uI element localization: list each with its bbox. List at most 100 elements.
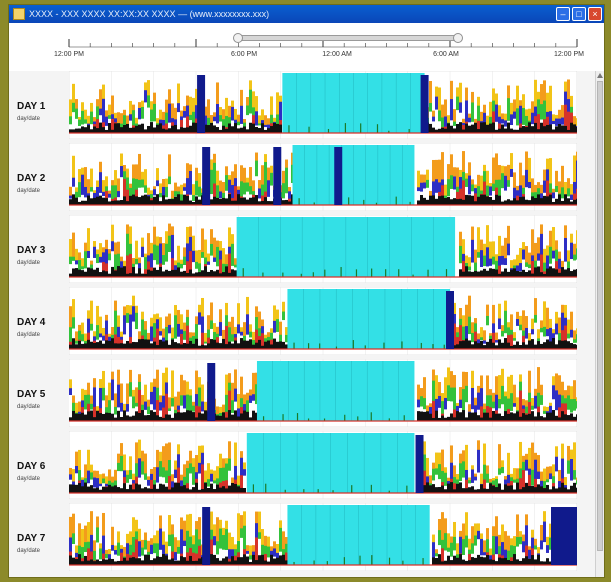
activity-bar [96, 542, 99, 565]
activity-bar [195, 324, 198, 349]
activity-bar [192, 466, 195, 493]
activity-bar [81, 110, 84, 133]
activity-bar [513, 268, 516, 277]
activity-bar [486, 539, 489, 565]
activity-bar [564, 261, 567, 277]
activity-bar [516, 397, 519, 421]
activity-bar [75, 413, 78, 421]
activity-bar [438, 196, 441, 205]
time-label: 12:00 AM [322, 51, 352, 58]
activity-bar [198, 545, 201, 565]
vertical-scrollbar[interactable] [595, 71, 604, 577]
activity-bar [198, 263, 201, 277]
activity-bar [447, 483, 450, 493]
activity-bar [117, 112, 120, 133]
activity-bar [126, 322, 129, 349]
activity-bar [507, 199, 510, 205]
activity-bar [255, 126, 258, 133]
activity-bar [468, 560, 471, 565]
activity-bar [174, 396, 177, 421]
activity-bar [576, 414, 577, 421]
activity-bar [261, 123, 264, 133]
activity-bar [435, 410, 438, 421]
activity-bar [453, 128, 456, 133]
activity-bar [426, 482, 429, 493]
maximize-button[interactable]: □ [572, 7, 586, 21]
activity-bar [225, 190, 228, 205]
activity-bar [237, 128, 240, 133]
activity-bar [252, 410, 255, 421]
day-activity-chart[interactable] [69, 215, 577, 283]
activity-bar [474, 480, 477, 493]
activity-bar [576, 259, 577, 277]
day-activity-chart[interactable] [69, 503, 577, 571]
activity-bar [564, 125, 567, 133]
day-activity-chart[interactable] [69, 359, 577, 427]
activity-bar [495, 487, 498, 493]
activity-bar [486, 341, 489, 349]
activity-bar [231, 316, 234, 349]
activity-bar [102, 400, 105, 421]
activity-bar [75, 331, 78, 349]
minimize-button[interactable]: – [556, 7, 570, 21]
activity-bar [111, 185, 114, 205]
activity-bar [96, 410, 99, 421]
close-button[interactable]: × [588, 7, 602, 21]
activity-bar [126, 255, 129, 277]
activity-bar [504, 237, 507, 277]
scroll-up-icon[interactable] [597, 73, 603, 78]
activity-bar [528, 402, 531, 421]
activity-bar [285, 167, 288, 205]
day-activity-chart[interactable] [69, 143, 577, 211]
scrollbar-thumb[interactable] [597, 81, 603, 551]
activity-bar [117, 555, 120, 565]
activity-bar [534, 478, 537, 493]
activity-bar [78, 269, 81, 277]
range-end-knob[interactable] [453, 33, 463, 43]
activity-bar [111, 266, 114, 277]
day-activity-chart[interactable] [69, 71, 577, 139]
activity-bar [546, 412, 549, 421]
activity-bar [231, 482, 234, 493]
activity-bar [99, 340, 102, 349]
activity-bar [468, 271, 471, 277]
activity-bar [213, 237, 216, 277]
activity-bar [174, 482, 177, 493]
activity-bar [117, 253, 120, 277]
activity-bar [255, 195, 258, 205]
activity-bar [87, 125, 90, 133]
activity-bar [135, 539, 138, 565]
time-range-handle[interactable] [233, 33, 463, 43]
activity-bar [573, 193, 576, 205]
activity-bar [231, 556, 234, 565]
day-activity-chart[interactable] [69, 431, 577, 499]
activity-bar [99, 172, 102, 205]
activity-bar [438, 554, 441, 565]
activity-bar [186, 116, 189, 133]
activity-bar [141, 123, 144, 133]
activity-bar [168, 414, 171, 421]
activity-bar [468, 487, 471, 493]
activity-bar [276, 92, 279, 133]
activity-bar [504, 557, 507, 565]
activity-bar [555, 118, 558, 133]
app-window: XXXX - XXX XXXX XX:XX:XX XXXX — (www.xxx… [8, 4, 605, 578]
activity-bar [186, 325, 189, 349]
activity-bar [576, 269, 577, 277]
activity-bar [117, 471, 120, 493]
activity-bar [549, 194, 552, 205]
activity-bar [444, 99, 447, 133]
activity-bar [120, 177, 123, 205]
activity-bar [240, 338, 243, 349]
range-start-knob[interactable] [233, 33, 243, 43]
activity-bar [471, 239, 474, 277]
sleep-movement [357, 416, 359, 421]
day-activity-chart[interactable] [69, 287, 577, 355]
activity-bar [570, 413, 573, 421]
activity-bar [225, 480, 228, 493]
activity-bar [459, 269, 462, 277]
sleep-movement [313, 202, 315, 205]
activity-bar [228, 194, 231, 205]
activity-bar [165, 123, 168, 133]
activity-bar [162, 271, 165, 277]
